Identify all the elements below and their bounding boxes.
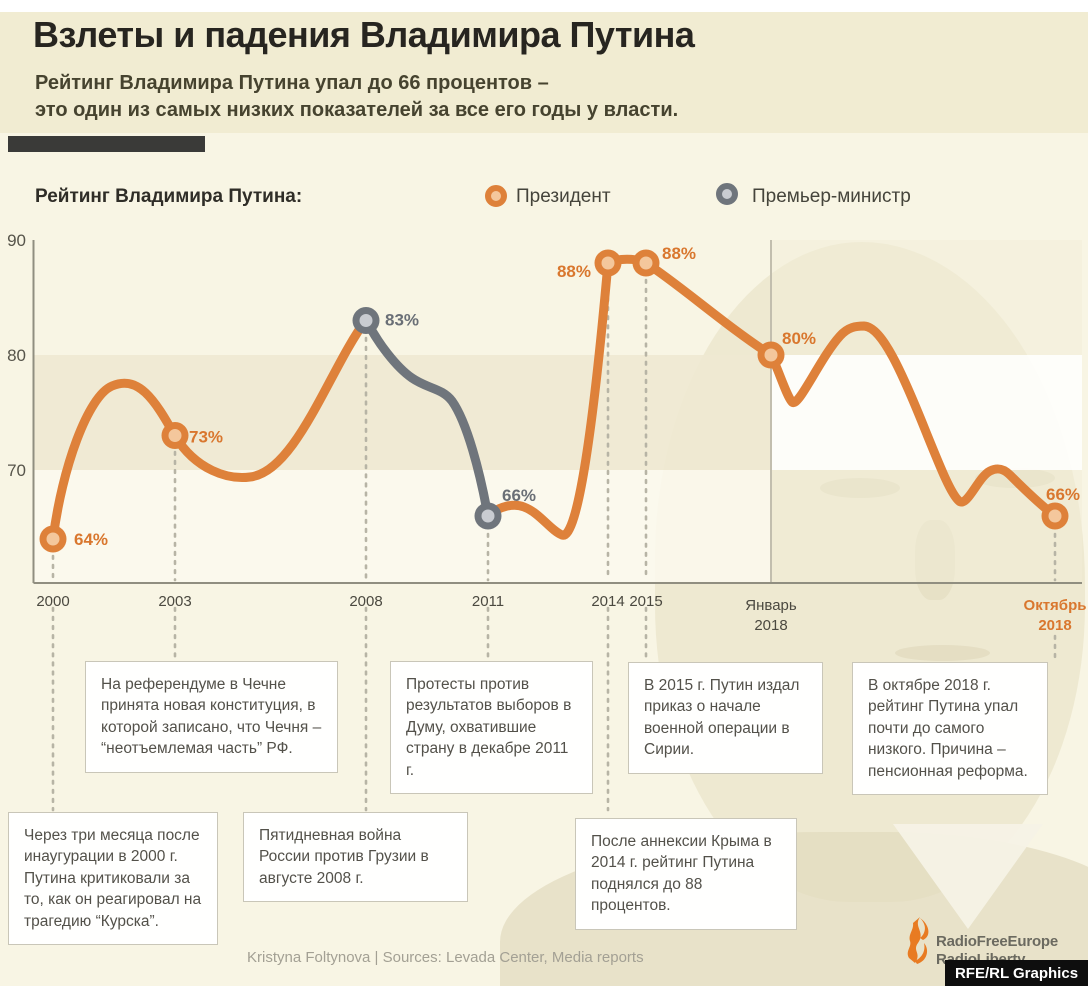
- annotation-box-2011-protests: Протесты против результатов выборов в Ду…: [390, 661, 593, 794]
- band-80-70-right: [771, 355, 1082, 470]
- legend-item-president: Президент: [516, 186, 611, 207]
- annotation-box-2008-georgia: Пятидневная война России против Грузии в…: [243, 812, 468, 903]
- line-president-2012-2018: [483, 254, 1060, 540]
- data-point-center-2000: [46, 532, 60, 546]
- subtitle-line-1: Рейтинг Владимира Путина упал до 66 проц…: [35, 72, 549, 94]
- x-tick-2014: 2014: [591, 593, 624, 610]
- annotation-box-oct2018-pension: В октябре 2018 г. рейтинг Путина упал по…: [852, 662, 1048, 795]
- point-label-2000: 64%: [74, 530, 108, 549]
- data-point-center-oct18: [1048, 509, 1062, 523]
- point-label-oct18: 66%: [1046, 485, 1080, 504]
- legend-dot-president: [485, 185, 507, 207]
- data-point-center-jan18: [764, 348, 778, 362]
- band-90-80-right: [771, 240, 1082, 355]
- data-point-center-2014: [601, 256, 615, 270]
- point-label-2011: 66%: [502, 486, 536, 505]
- annotation-box-2003-chechnya: На референдуме в Чечне принята новая кон…: [85, 661, 338, 773]
- subtitle-line-2: это один из самых низких показателей за …: [35, 99, 679, 121]
- point-label-2008: 83%: [385, 311, 419, 330]
- point-label-2014: 88%: [557, 262, 591, 281]
- x-tick-oct18: Октябрь: [1024, 597, 1087, 614]
- y-tick-80: 80: [7, 346, 26, 365]
- x-tick-jan18-year: 2018: [754, 617, 787, 634]
- legend-dot-prime-minister: [716, 183, 738, 205]
- legend-item-prime-minister: Премьер-министр: [752, 186, 911, 207]
- header: [0, 12, 1088, 133]
- y-tick-90: 90: [7, 231, 26, 250]
- point-label-2003: 73%: [189, 428, 223, 447]
- rferl-firebird-logo-icon: [907, 917, 929, 964]
- annotation-box-2015-syria: В 2015 г. Путин издал приказ о начале во…: [628, 662, 823, 774]
- x-tick-2011: 2011: [472, 593, 504, 610]
- point-label-jan18: 80%: [782, 329, 816, 348]
- x-tick-2008: 2008: [349, 593, 382, 610]
- data-point-center-2003: [168, 429, 182, 442]
- putin-watermark-mouth: [895, 645, 990, 661]
- y-tick-70: 70: [7, 461, 26, 480]
- annotation-box-2000-kursk: Через три месяца после инаугурации в 200…: [8, 812, 218, 945]
- band-70-60-right: [771, 470, 1082, 583]
- x-tick-oct18-year: 2018: [1038, 617, 1071, 634]
- rferl-graphics-badge: RFE/RL Graphics: [945, 960, 1088, 986]
- x-tick-2015: 2015: [629, 593, 662, 610]
- band-70-60-left: [33, 470, 771, 583]
- point-label-2015: 88%: [662, 244, 696, 263]
- legend-title: Рейтинг Владимира Путина:: [35, 186, 303, 207]
- annotation-box-2014-crimea: После аннексии Крыма в 2014 г. рейтинг П…: [575, 818, 797, 930]
- data-point-center-2015: [639, 256, 653, 270]
- page-title: Взлеты и падения Владимира Путина: [33, 14, 695, 55]
- brand-radiofreeeurope: RadioFreeEurope: [936, 933, 1059, 950]
- data-point-center-2011: [481, 509, 495, 523]
- x-tick-2000: 2000: [36, 593, 69, 610]
- accent-bar: [8, 136, 205, 152]
- line-prime-minister-2008-2011: [361, 315, 493, 521]
- x-tick-2003: 2003: [158, 593, 191, 610]
- x-tick-jan18: Январь: [745, 597, 797, 614]
- data-point-center-2008: [359, 314, 373, 327]
- author-source-credit: Kristyna Foltynova | Sources: Levada Cen…: [247, 949, 644, 966]
